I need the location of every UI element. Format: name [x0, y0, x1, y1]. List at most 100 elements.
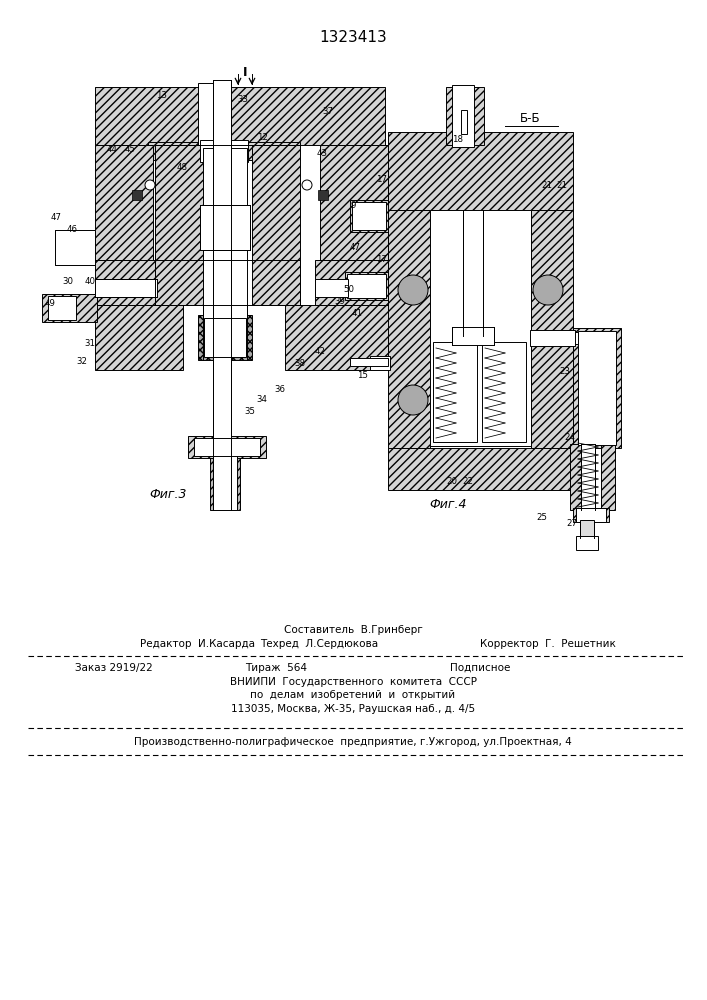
- Text: 46: 46: [66, 226, 78, 234]
- Bar: [42, 294, 97, 322]
- Bar: [576, 536, 598, 550]
- Text: Составитель  В.Гринберг: Составитель В.Гринберг: [284, 625, 422, 635]
- Text: Заказ 2919/22: Заказ 2919/22: [75, 663, 153, 673]
- Bar: [388, 210, 430, 448]
- Bar: [578, 331, 616, 445]
- Bar: [573, 332, 603, 344]
- Circle shape: [533, 275, 563, 305]
- Bar: [345, 272, 388, 300]
- Text: по  делам  изобретений  и  открытий: по делам изобретений и открытий: [250, 690, 455, 700]
- Bar: [210, 452, 240, 510]
- Bar: [200, 140, 248, 162]
- Circle shape: [302, 180, 312, 190]
- Bar: [388, 132, 573, 210]
- Text: 35: 35: [245, 406, 255, 416]
- Text: Техред  Л.Сердюкова: Техред Л.Сердюкова: [260, 639, 378, 649]
- Bar: [95, 145, 153, 260]
- Text: Редактор  И.Касарда: Редактор И.Касарда: [140, 639, 255, 649]
- Bar: [285, 305, 390, 370]
- Bar: [315, 279, 348, 297]
- Text: 13: 13: [156, 92, 168, 101]
- Bar: [581, 444, 595, 510]
- Text: 41: 41: [351, 308, 363, 318]
- Bar: [573, 508, 609, 522]
- Bar: [198, 315, 252, 360]
- Text: 45: 45: [124, 145, 136, 154]
- Bar: [213, 452, 237, 510]
- Text: Подписное: Подписное: [450, 663, 510, 673]
- Text: Корректор  Г.  Решетник: Корректор Г. Решетник: [480, 639, 616, 649]
- Text: 18: 18: [452, 135, 464, 144]
- Text: 22: 22: [462, 478, 474, 487]
- Bar: [573, 328, 621, 448]
- Bar: [148, 142, 200, 160]
- Text: 42: 42: [315, 347, 325, 356]
- Bar: [318, 190, 328, 200]
- Bar: [155, 145, 203, 305]
- Bar: [95, 305, 183, 370]
- Circle shape: [145, 180, 155, 190]
- Text: 1323413: 1323413: [319, 30, 387, 45]
- Text: 17: 17: [377, 255, 387, 264]
- Text: 32: 32: [76, 358, 88, 366]
- Bar: [55, 230, 95, 265]
- Text: ВНИИПИ  Государственного  комитета  СССР: ВНИИПИ Государственного комитета СССР: [230, 677, 477, 687]
- Bar: [48, 296, 76, 320]
- Text: 50: 50: [344, 286, 354, 294]
- Text: Тираж  564: Тираж 564: [245, 663, 307, 673]
- Text: 21: 21: [556, 180, 568, 190]
- Text: 38: 38: [295, 359, 305, 367]
- Text: 15: 15: [358, 370, 368, 379]
- Bar: [95, 87, 385, 145]
- Text: Фиг.4: Фиг.4: [429, 498, 467, 512]
- Bar: [350, 358, 388, 366]
- Text: 49: 49: [45, 298, 55, 308]
- Bar: [461, 110, 467, 134]
- Bar: [132, 190, 142, 200]
- Bar: [194, 438, 260, 456]
- Text: Фиг.3: Фиг.3: [149, 488, 187, 502]
- Text: 31: 31: [85, 340, 95, 349]
- Text: 9: 9: [350, 200, 356, 210]
- Bar: [204, 318, 246, 357]
- Bar: [388, 448, 573, 490]
- Bar: [576, 508, 606, 522]
- Bar: [530, 330, 575, 346]
- Bar: [601, 444, 615, 510]
- Circle shape: [398, 275, 428, 305]
- Bar: [320, 145, 388, 260]
- Text: 30: 30: [62, 277, 74, 286]
- Text: 21: 21: [542, 180, 552, 190]
- Bar: [463, 210, 483, 336]
- Bar: [95, 279, 157, 297]
- Text: 20: 20: [447, 478, 457, 487]
- Text: 34: 34: [257, 395, 267, 404]
- Text: 47: 47: [349, 243, 361, 252]
- Text: 44: 44: [107, 145, 117, 154]
- Text: Б-Б: Б-Б: [520, 111, 540, 124]
- Text: 27: 27: [566, 520, 578, 528]
- Bar: [482, 342, 526, 442]
- Bar: [315, 260, 388, 305]
- Bar: [452, 85, 474, 147]
- Text: 25: 25: [537, 512, 547, 522]
- Text: 12: 12: [257, 133, 269, 142]
- Circle shape: [398, 385, 428, 415]
- Bar: [570, 444, 584, 510]
- Bar: [60, 233, 92, 263]
- Bar: [460, 110, 468, 132]
- Text: 24: 24: [564, 432, 575, 442]
- Bar: [433, 342, 477, 442]
- Bar: [531, 210, 573, 448]
- Bar: [248, 142, 300, 160]
- Text: 47: 47: [50, 214, 62, 223]
- Text: 17: 17: [377, 176, 387, 184]
- Text: 39: 39: [334, 296, 346, 306]
- Bar: [203, 148, 247, 320]
- Text: 23: 23: [559, 367, 571, 376]
- Bar: [350, 200, 388, 232]
- Bar: [430, 210, 531, 446]
- Bar: [452, 327, 494, 345]
- Text: 33: 33: [238, 96, 248, 104]
- Bar: [347, 274, 386, 298]
